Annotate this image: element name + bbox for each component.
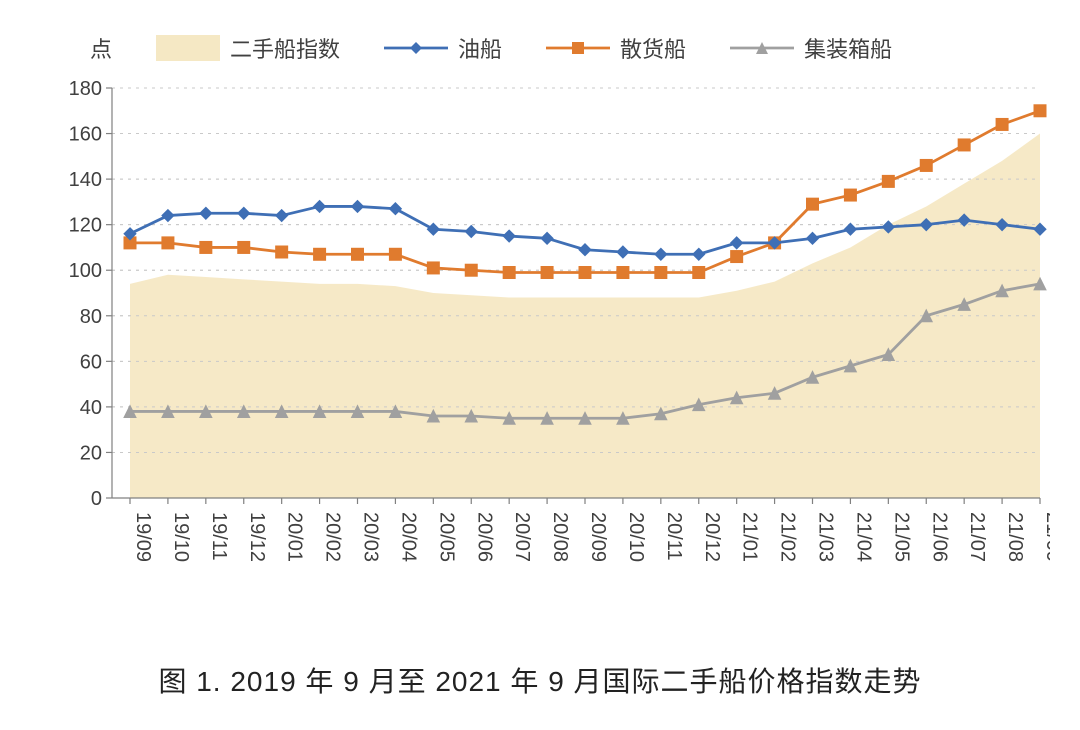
svg-text:20/06: 20/06 [473,512,495,562]
svg-text:20/09: 20/09 [587,512,609,562]
svg-text:160: 160 [69,124,102,146]
svg-text:21/04: 21/04 [852,512,874,562]
svg-text:0: 0 [91,488,102,510]
legend-item-tanker: 油船 [384,32,502,64]
svg-text:20: 20 [80,442,102,464]
svg-text:21/01: 21/01 [739,512,761,562]
legend-label: 油船 [458,32,502,64]
legend-unit: 点 [90,32,112,64]
svg-text:19/10: 19/10 [170,512,192,562]
legend-label: 二手船指数 [230,32,340,64]
svg-text:180: 180 [69,78,102,100]
svg-text:21/09: 21/09 [1042,512,1050,562]
svg-text:80: 80 [80,306,102,328]
legend-label: 散货船 [620,32,686,64]
svg-text:20/05: 20/05 [435,512,457,562]
svg-text:19/12: 19/12 [246,512,268,562]
legend-item-index: 二手船指数 [156,32,340,64]
svg-text:20/03: 20/03 [360,512,382,562]
svg-text:20/04: 20/04 [397,512,419,562]
svg-text:21/06: 21/06 [928,512,950,562]
svg-text:21/08: 21/08 [1004,512,1026,562]
svg-text:20/12: 20/12 [701,512,723,562]
svg-text:21/03: 21/03 [815,512,837,562]
svg-text:20/01: 20/01 [284,512,306,562]
legend-unit-label: 点 [90,32,112,64]
svg-text:21/05: 21/05 [890,512,912,562]
legend-item-container: 集装箱船 [730,32,892,64]
svg-text:100: 100 [69,260,102,282]
svg-text:140: 140 [69,169,102,191]
legend-label: 集装箱船 [804,32,892,64]
svg-text:20/10: 20/10 [625,512,647,562]
chart-svg: 0 20 40 60 80 100 120 140 160 180 19/09 19/10 19/11 1… [60,78,1050,608]
svg-text:20/08: 20/08 [549,512,571,562]
svg-text:20/02: 20/02 [322,512,344,562]
figure-caption: 图 1. 2019 年 9 月至 2021 年 9 月国际二手船价格指数走势 [0,660,1080,700]
svg-text:60: 60 [80,351,102,373]
area-swatch-icon [156,35,220,61]
line-swatch-icon [384,36,448,60]
svg-text:20/07: 20/07 [511,512,533,562]
price-index-chart: 0 20 40 60 80 100 120 140 160 180 19/09 19/10 19/11 1… [60,78,1050,608]
svg-text:120: 120 [69,215,102,237]
svg-text:19/09: 19/09 [132,512,154,562]
svg-text:40: 40 [80,397,102,419]
svg-text:21/07: 21/07 [966,512,988,562]
svg-text:20/11: 20/11 [663,512,685,561]
svg-text:19/11: 19/11 [208,512,230,561]
svg-text:21/02: 21/02 [777,512,799,562]
legend-item-bulk: 散货船 [546,32,686,64]
legend: 点 二手船指数 油船 散货船 集装箱船 [90,28,1020,68]
line-swatch-icon [730,36,794,60]
line-swatch-icon [546,36,610,60]
